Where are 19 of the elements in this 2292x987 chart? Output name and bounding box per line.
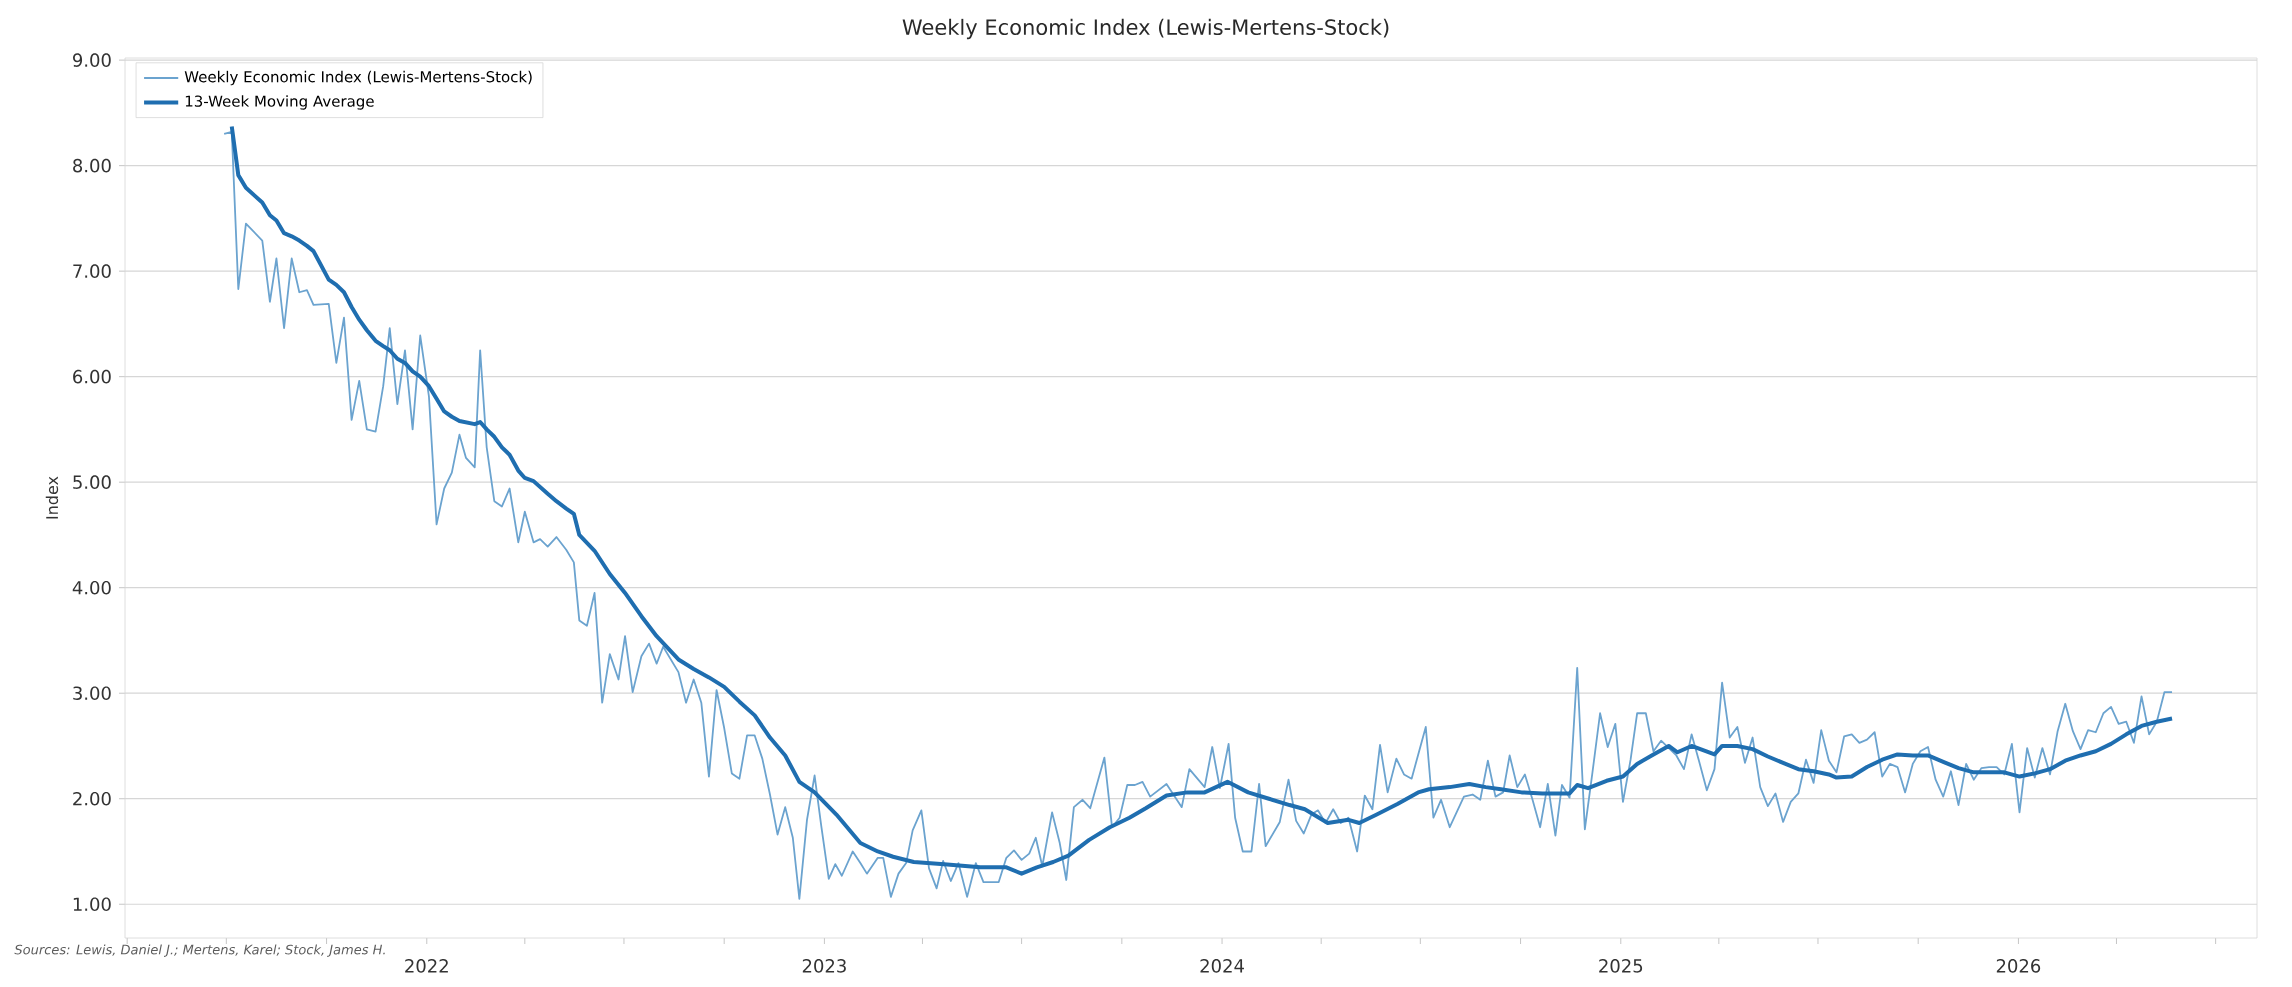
x-tick-label: 2024 xyxy=(1200,959,1244,973)
y-tick-label: 7.00 xyxy=(73,264,111,278)
y-tick-label: 9.00 xyxy=(72,53,111,67)
x-tick-label: 2023 xyxy=(802,959,846,973)
x-tick-label: 2026 xyxy=(1996,959,2041,973)
legend-label: Weekly Economic Index (Lewis-Mertens-Stock) xyxy=(184,70,532,86)
y-tick-label: 4.00 xyxy=(72,580,111,595)
legend-label: 13-Week Moving Average xyxy=(185,95,374,110)
y-tick-label: 5.00 xyxy=(73,475,111,489)
y-axis-title: Index xyxy=(45,476,59,519)
chart-title: Weekly Economic Index (Lewis-Mertens-Stock) xyxy=(902,18,1389,40)
y-tick-label: 6.00 xyxy=(73,369,111,384)
y-tick-label: 2.00 xyxy=(73,791,111,806)
x-tick-label: 2025 xyxy=(1599,959,1643,973)
source-note: Sources: Lewis, Daniel J.; Mertens, Karel; Stock, James H. xyxy=(14,944,385,957)
x-tick-label: 2022 xyxy=(405,959,448,973)
y-tick-label: 8.00 xyxy=(73,158,111,173)
y-tick-label: 3.00 xyxy=(73,686,111,701)
y-tick-label: 1.00 xyxy=(73,897,111,912)
